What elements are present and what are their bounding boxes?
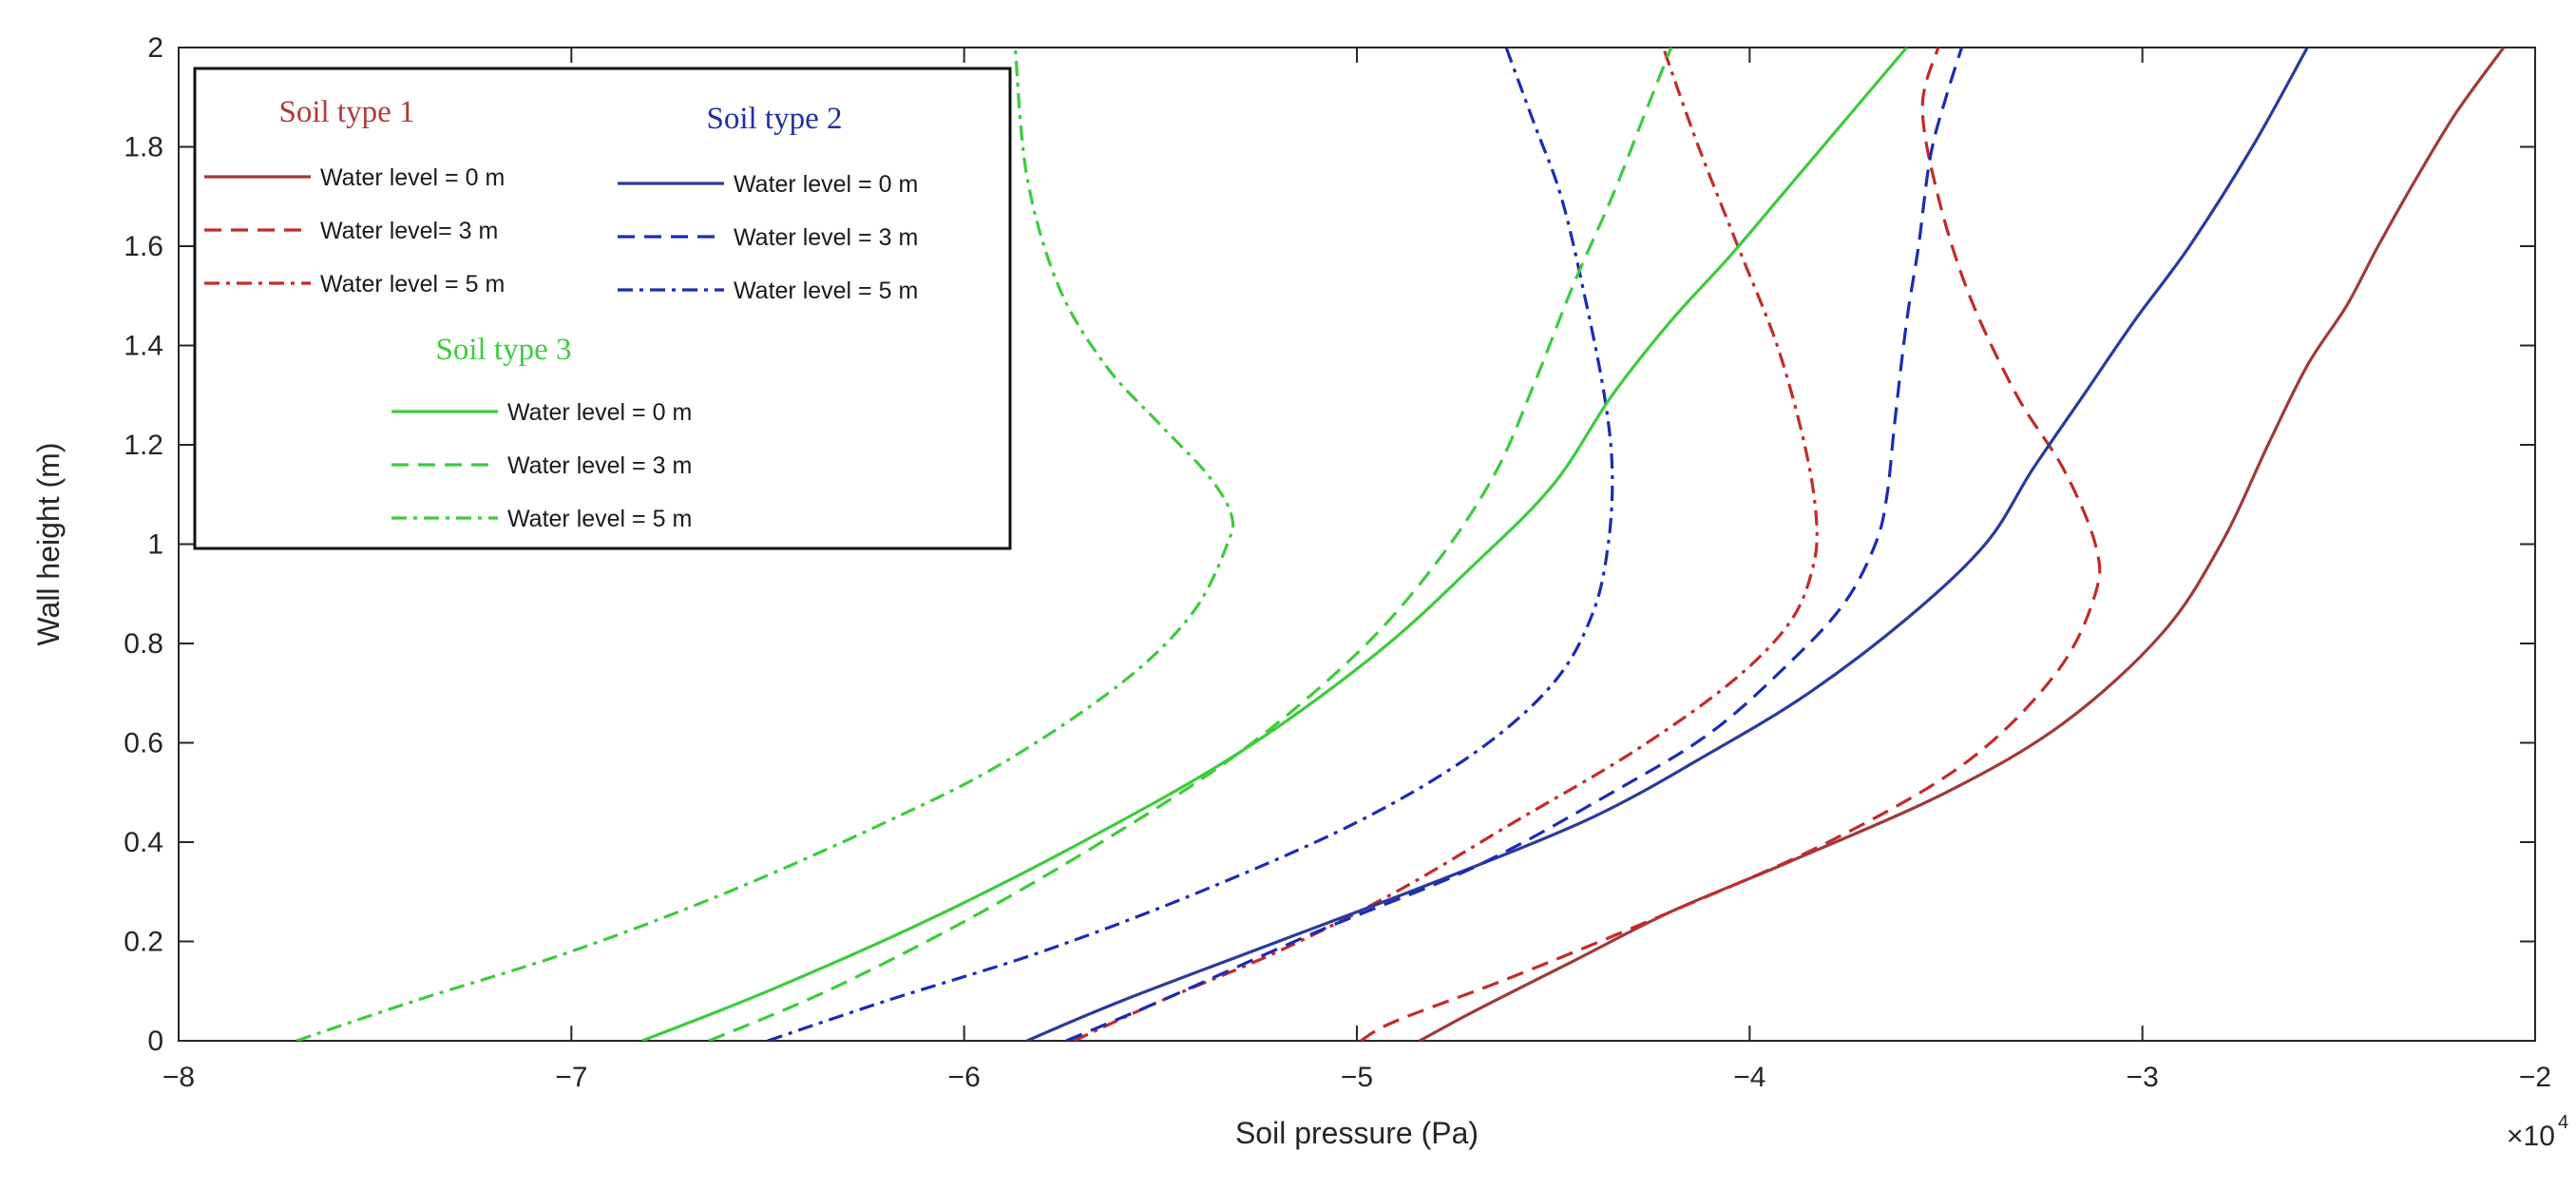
y-tick-label: 2: [147, 32, 163, 64]
x-axis-multiplier-exponent: 4: [2558, 1112, 2568, 1133]
y-tick-label: 1.8: [124, 132, 163, 163]
y-tick-label: 0.4: [124, 827, 163, 858]
legend-entry-label: Water level = 0 m: [507, 399, 692, 426]
x-tick-label: −6: [948, 1062, 981, 1093]
y-tick-label: 1: [147, 529, 163, 561]
legend-entry-label: Water level= 3 m: [320, 218, 498, 244]
legend-group-title: Soil type 1: [278, 95, 414, 129]
y-tick-label: 0: [147, 1026, 163, 1057]
soil-type-3-series-line: [708, 48, 1673, 1041]
legend-group-title: Soil type 2: [706, 102, 842, 136]
soil-type-1-series-line: [1360, 48, 2102, 1041]
legend-entry-label: Water level = 3 m: [734, 224, 918, 251]
y-tick-label: 1.4: [124, 331, 163, 362]
soil-type-3-series-line: [296, 48, 1235, 1041]
legend-box: [193, 67, 1012, 550]
series-group: [296, 48, 2506, 1041]
soil-type-1-series-line: [1073, 48, 1819, 1041]
x-axis-multiplier: ×10: [2507, 1121, 2555, 1152]
y-axis-title: Wall height (m): [31, 443, 66, 646]
legend-entry-label: Water level = 5 m: [507, 506, 692, 532]
legend-entry-label: Water level = 5 m: [734, 278, 918, 304]
soil-type-3-series-line: [641, 48, 1908, 1041]
x-tick-label: −7: [555, 1062, 587, 1093]
legend-entry-label: Water level = 0 m: [734, 171, 918, 198]
x-tick-label: −8: [162, 1062, 195, 1093]
y-tick-label: 1.2: [124, 430, 163, 461]
y-tick-label: 0.8: [124, 628, 163, 660]
legend-entry-label: Water level = 5 m: [320, 271, 505, 298]
legend-group-title: Soil type 3: [435, 333, 571, 367]
soil-type-1-series-line: [1419, 48, 2506, 1041]
soil-type-2-series-line: [1026, 48, 2309, 1041]
x-axis-title: Soil pressure (Pa): [1235, 1116, 1479, 1150]
legend-entry-label: Water level = 0 m: [320, 164, 505, 191]
legend-entry-label: Water level = 3 m: [507, 452, 692, 479]
soil-type-2-series-line: [767, 48, 1614, 1041]
x-tick-label: −4: [1733, 1062, 1765, 1093]
y-tick-label: 0.6: [124, 728, 163, 759]
y-tick-label: 1.6: [124, 231, 163, 262]
x-tick-label: −3: [2127, 1062, 2159, 1093]
y-tick-label: 0.2: [124, 927, 163, 958]
x-tick-label: −5: [1341, 1062, 1373, 1093]
x-tick-label: −2: [2519, 1062, 2551, 1093]
